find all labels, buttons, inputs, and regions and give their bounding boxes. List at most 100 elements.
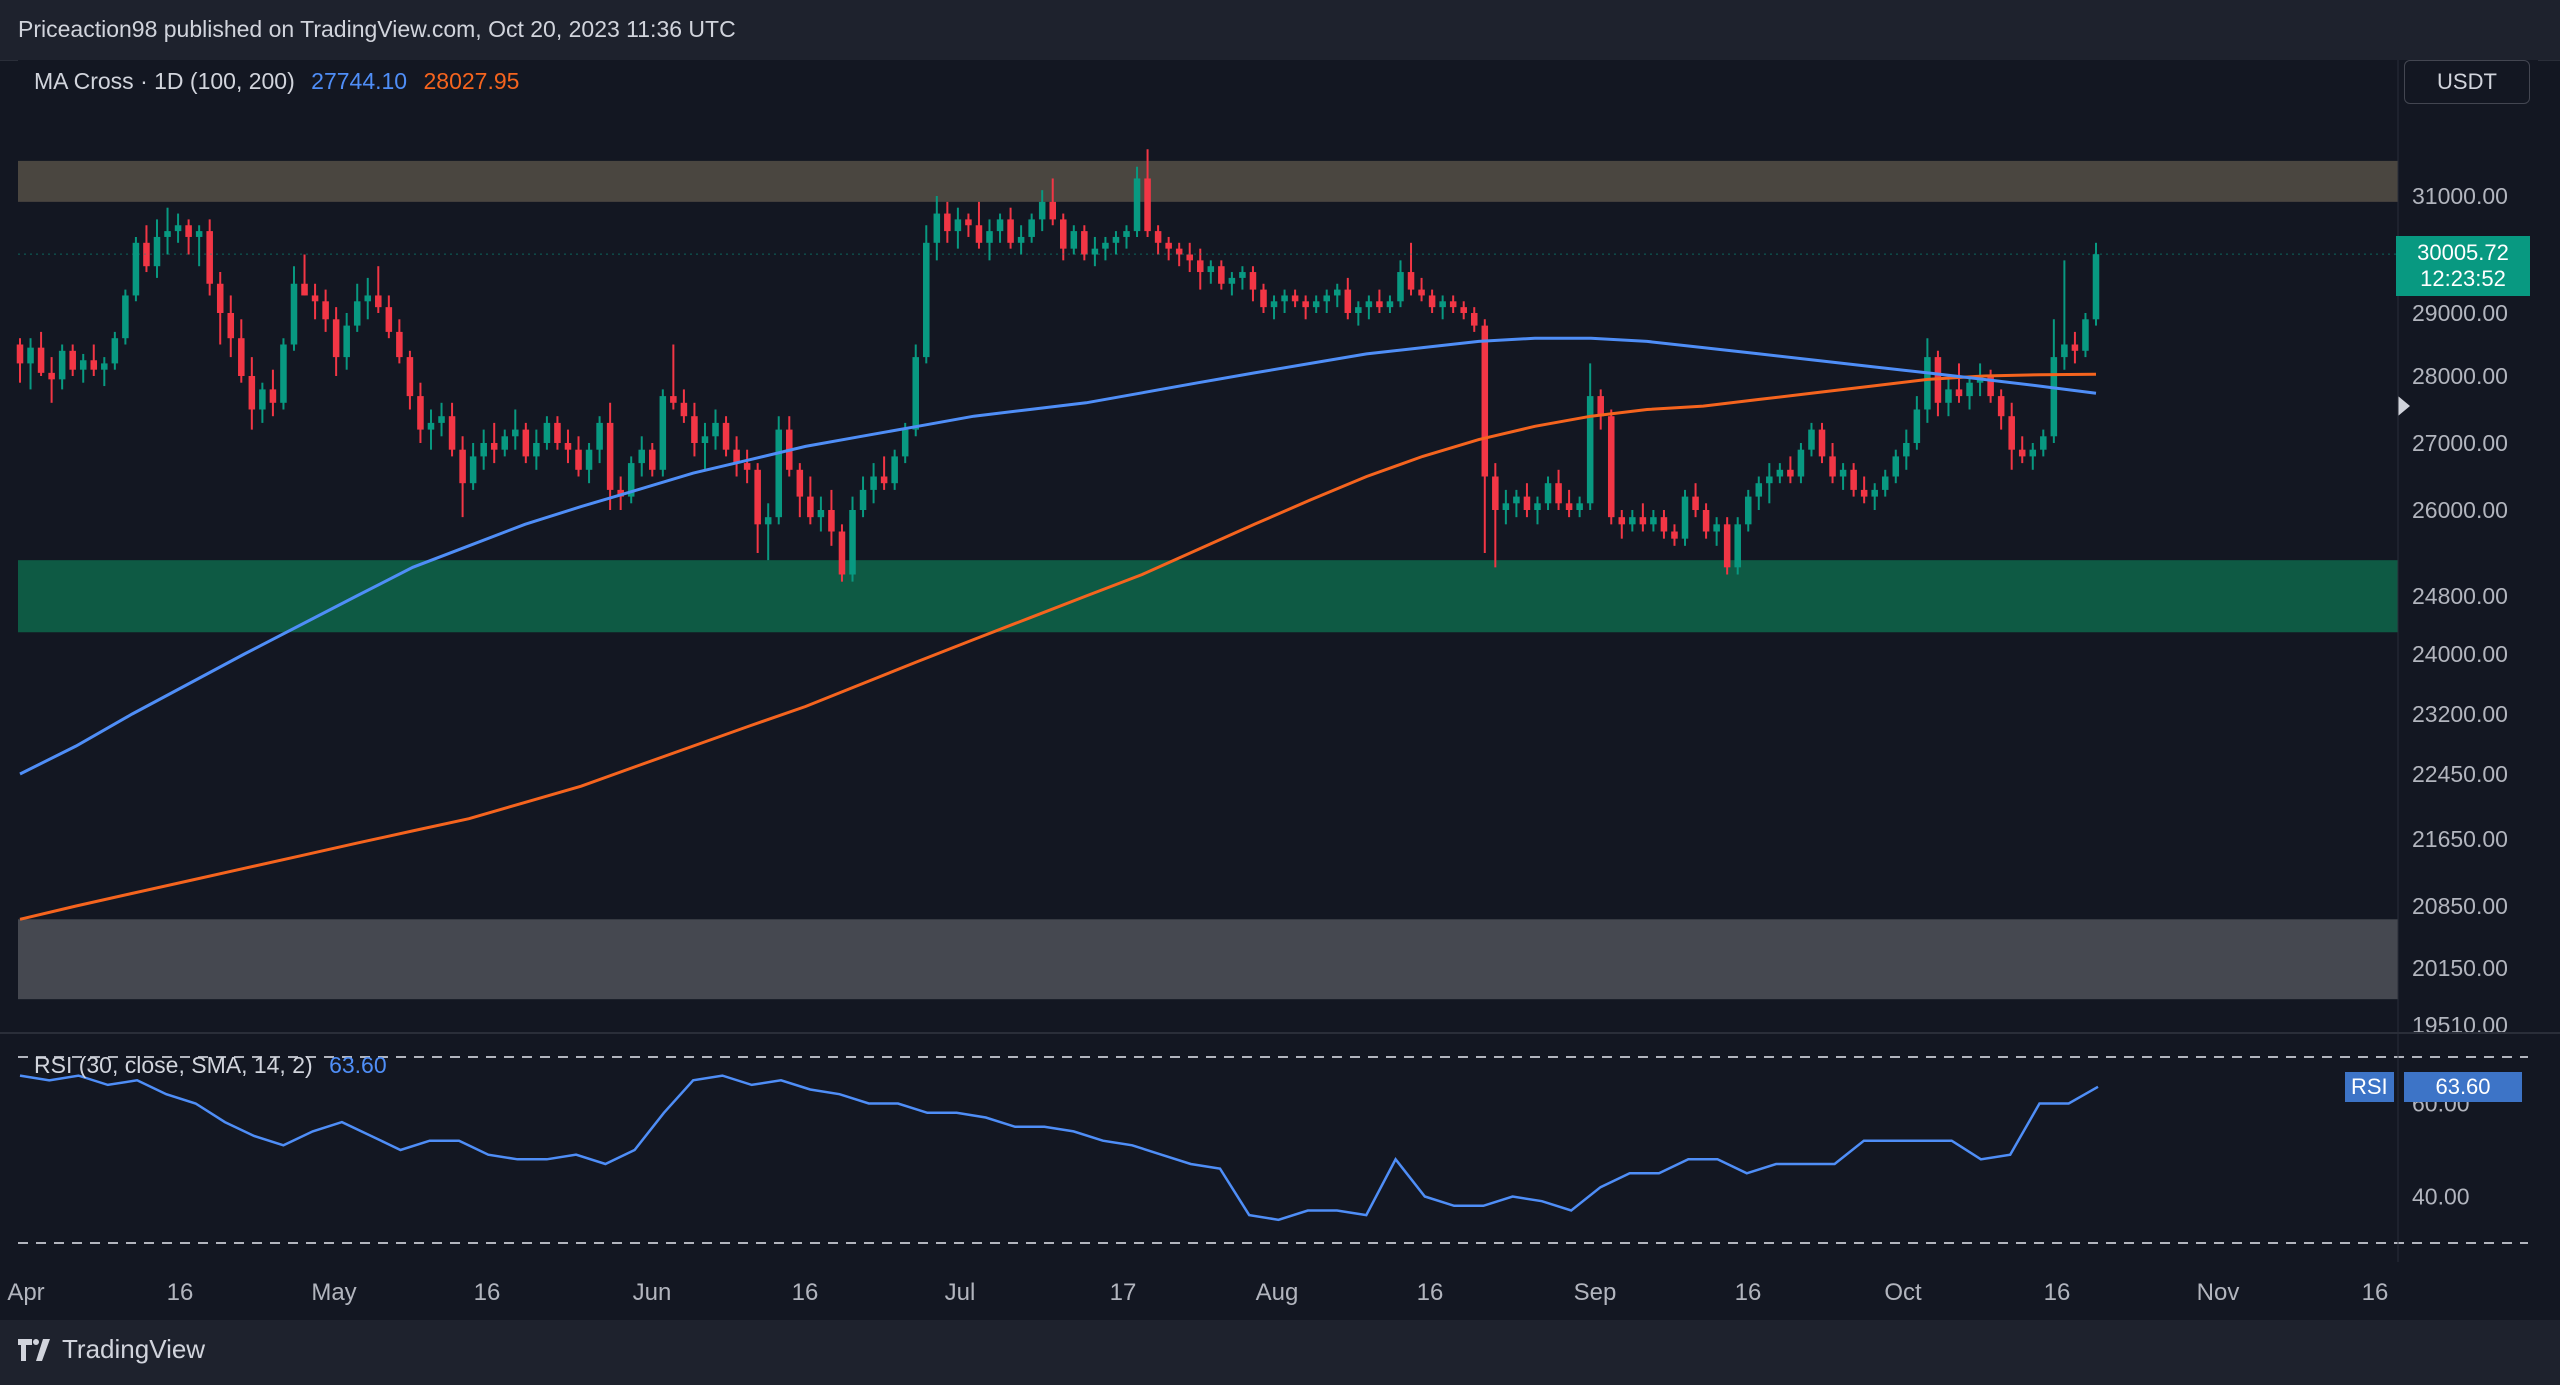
candle-body	[48, 372, 55, 380]
time-axis-label: 16	[167, 1279, 194, 1306]
candle-body	[649, 449, 656, 470]
price-axis-label: 20150.00	[2412, 955, 2508, 981]
candle-body	[375, 295, 382, 308]
candle-body	[733, 449, 740, 464]
candle-body	[1639, 517, 1647, 525]
time-axis-label: 16	[1417, 1279, 1444, 1306]
candle-body	[1196, 260, 1204, 273]
time-axis-label: 16	[792, 1279, 819, 1306]
candle-body	[69, 350, 76, 370]
candle-body	[290, 283, 298, 345]
candle-body	[1565, 503, 1573, 510]
candle-body	[1650, 517, 1657, 525]
candle-body	[1629, 517, 1636, 525]
candle-body	[1418, 289, 1425, 296]
candle-body	[1302, 301, 1309, 308]
candle-body	[796, 469, 804, 497]
candle-body	[1249, 272, 1257, 290]
time-axis-label: 17	[1110, 1279, 1137, 1306]
candle-body	[1355, 307, 1362, 313]
published-info: Priceaction98 published on TradingView.c…	[18, 16, 736, 42]
candle-body	[659, 396, 667, 470]
candle-body	[1186, 254, 1193, 261]
candle-body	[396, 331, 403, 358]
candle-body	[438, 416, 445, 423]
candle-body	[849, 510, 856, 575]
ma-cross-legend[interactable]: MA Cross · 1D (100, 200) 27744.10 28027.…	[34, 68, 529, 95]
candle-body	[269, 389, 277, 403]
candle-body	[132, 242, 140, 296]
candle-body	[143, 242, 150, 267]
candle-body	[1881, 476, 1889, 490]
candle-body	[533, 443, 540, 457]
zone-support	[18, 560, 2398, 633]
candle-body	[701, 436, 709, 443]
candle-body	[575, 449, 582, 470]
candle-body	[1397, 272, 1404, 302]
chart-panel[interactable]	[18, 60, 2538, 1300]
candle-body	[1744, 496, 1752, 525]
candle-body	[195, 231, 203, 237]
candle-body	[954, 219, 962, 232]
candle-body	[16, 344, 24, 364]
candle-body	[2082, 319, 2089, 351]
time-axis-label: Apr	[7, 1279, 44, 1306]
candle-body	[238, 338, 245, 376]
candle-body	[933, 213, 941, 243]
candle-body	[1312, 301, 1320, 308]
zone-lower	[18, 919, 2398, 1000]
candle-body	[501, 436, 509, 450]
footer	[0, 1320, 2560, 1385]
candle-body	[1850, 469, 1857, 490]
rsi-tag-label: RSI	[2345, 1072, 2394, 1102]
candle-body	[1428, 295, 1436, 308]
price-axis-label: 24800.00	[2412, 583, 2508, 609]
candle-body	[1829, 456, 1836, 477]
candle-body	[1460, 307, 1467, 313]
bar-countdown: 12:23:52	[2420, 266, 2506, 291]
candle-body	[1597, 396, 1604, 417]
candle-body	[353, 301, 361, 326]
candle-body	[1207, 266, 1215, 273]
candle-body	[1281, 295, 1288, 302]
tradingview-logo[interactable]: TradingView	[18, 1334, 205, 1365]
rsi-tag-value: 63.60	[2404, 1072, 2522, 1102]
candle-body	[1175, 248, 1183, 255]
rsi-legend[interactable]: RSI (30, close, SMA, 14, 2) 63.60	[34, 1052, 387, 1079]
candle-body	[2040, 436, 2047, 450]
candle-body	[807, 496, 814, 518]
candle-body	[427, 422, 435, 430]
candle-body	[1997, 396, 2005, 417]
price-axis-label: 28000.00	[2412, 363, 2508, 389]
candle-body	[153, 236, 161, 267]
candle-body	[58, 350, 66, 380]
candle-body	[1913, 409, 1921, 443]
time-axis-label: 16	[1735, 1279, 1762, 1306]
candle-body	[880, 476, 888, 484]
last-price: 30005.72	[2417, 240, 2509, 265]
candle-body	[480, 443, 487, 457]
candle-body	[332, 319, 340, 358]
candle-body	[1060, 219, 1067, 249]
candle-body	[775, 429, 783, 518]
zone-resistance	[18, 160, 2398, 202]
candle-body	[1586, 396, 1594, 504]
rsi-line	[19, 1074, 2099, 1222]
candle-body	[1723, 524, 1731, 568]
candle-body	[2061, 344, 2068, 358]
candle-body	[1470, 313, 1478, 326]
candle-body	[1966, 382, 1973, 397]
candle-body	[1544, 483, 1552, 504]
candle-body	[1818, 429, 1826, 457]
currency-button[interactable]: USDT	[2404, 60, 2530, 104]
candle-body	[923, 242, 930, 358]
candle-body	[2071, 344, 2079, 351]
ma200-line	[19, 372, 2097, 921]
candle-body	[2018, 449, 2026, 457]
candle-body	[185, 225, 192, 237]
candle-body	[996, 219, 1004, 232]
candle-body	[1797, 449, 1805, 477]
indicator-name: MA Cross · 1D (100, 200)	[34, 68, 295, 94]
candle-body	[1038, 201, 1046, 220]
